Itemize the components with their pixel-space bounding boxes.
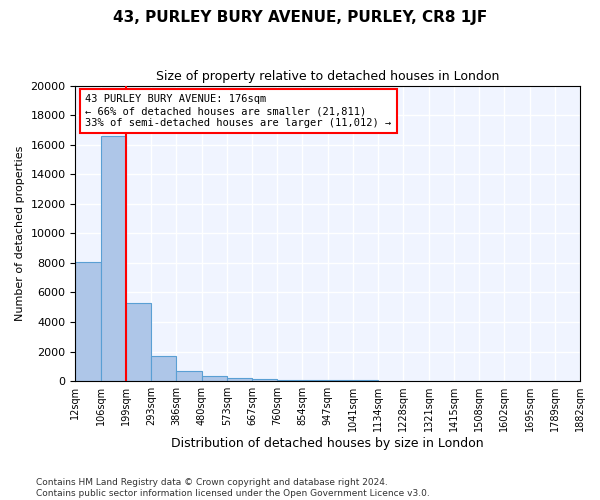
Bar [176,372,202,381]
X-axis label: Distribution of detached houses by size in London: Distribution of detached houses by size … [172,437,484,450]
Bar [328,380,353,381]
Bar [101,136,126,381]
Bar [227,378,252,381]
Text: 43, PURLEY BURY AVENUE, PURLEY, CR8 1JF: 43, PURLEY BURY AVENUE, PURLEY, CR8 1JF [113,10,487,25]
Bar [302,380,328,381]
Y-axis label: Number of detached properties: Number of detached properties [15,146,25,321]
Title: Size of property relative to detached houses in London: Size of property relative to detached ho… [156,70,499,83]
Bar [378,380,403,381]
Bar [76,262,101,381]
Text: 43 PURLEY BURY AVENUE: 176sqm
← 66% of detached houses are smaller (21,811)
33% : 43 PURLEY BURY AVENUE: 176sqm ← 66% of d… [85,94,392,128]
Bar [252,379,277,381]
Bar [353,380,378,381]
Bar [126,303,151,381]
Text: Contains HM Land Registry data © Crown copyright and database right 2024.
Contai: Contains HM Land Registry data © Crown c… [36,478,430,498]
Bar [277,380,302,381]
Bar [151,356,176,381]
Bar [202,376,227,381]
